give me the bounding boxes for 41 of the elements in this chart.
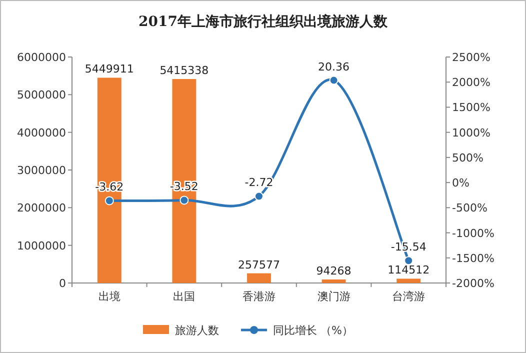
- y2-tick-label: -1000%: [452, 226, 494, 240]
- y2-tick-label: 0%: [452, 176, 470, 190]
- y-tick-label: 0: [59, 277, 66, 290]
- legend-label: 旅游人数: [175, 324, 219, 337]
- y-tick-label: 6000000: [17, 51, 66, 64]
- x-tick-label: 香港游: [242, 290, 276, 303]
- x-tick-label: 台湾游: [392, 290, 426, 303]
- data-label: 5449911: [84, 62, 134, 76]
- point: [180, 196, 189, 205]
- y2-tick-label: 2500%: [452, 51, 490, 64]
- bar: [172, 79, 196, 283]
- data-label: 257577: [238, 258, 280, 272]
- data-label: 114512: [388, 264, 430, 277]
- point: [254, 192, 264, 201]
- y-tick-label: 4000000: [17, 126, 66, 140]
- y2-tick-label: -500%: [452, 202, 488, 215]
- point: [404, 256, 414, 266]
- data-label: 20.36: [318, 60, 350, 74]
- x-tick-label: 出境: [98, 290, 120, 303]
- y2-tick-label: 500%: [452, 151, 484, 164]
- x-tick-label: 澳门游: [317, 290, 350, 303]
- y2-tick-label: 2000%: [452, 76, 490, 90]
- point: [329, 76, 338, 85]
- y-tick-label: 3000000: [17, 164, 66, 177]
- bar: [396, 278, 421, 283]
- y2-tick-label: 1500%: [452, 101, 490, 114]
- y2-tick-label: 1000%: [452, 126, 490, 140]
- y-tick-label: 2000000: [17, 202, 66, 215]
- bar: [322, 279, 346, 283]
- data-label: 94268: [316, 264, 352, 278]
- bar: [247, 273, 271, 283]
- y-tick-label: 5000000: [17, 88, 66, 102]
- y2-tick-label: -2000%: [452, 277, 494, 290]
- point: [104, 196, 114, 206]
- data-label: 5415338: [160, 64, 209, 78]
- legend-label: 同比增长 （%）: [273, 324, 353, 337]
- chart-title: 2017年上海市旅行社组织出境旅游人数: [138, 13, 388, 30]
- y2-tick-label: -1500%: [452, 252, 494, 265]
- bar: [97, 78, 122, 283]
- x-tick-label: 出国: [173, 290, 196, 303]
- y-tick-label: 1000000: [17, 239, 66, 252]
